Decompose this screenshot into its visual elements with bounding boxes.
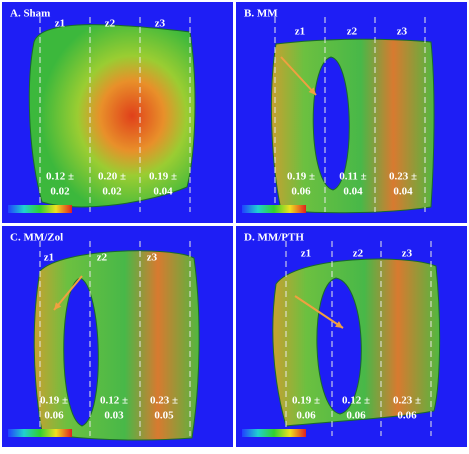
arrow-head [308, 87, 316, 95]
arrow [280, 56, 317, 96]
mean-value: 0.20 ± [98, 171, 126, 183]
color-bar [8, 205, 72, 213]
mean-value: 0.23 ± [393, 395, 421, 407]
sd-value: 0.02 [50, 186, 70, 198]
panel: D. MM/PTH z1 z2 z3 0.19 ± 0.06 0.12 ± 0.06 0.23 … [236, 226, 467, 447]
mean-value: 0.23 ± [150, 395, 178, 407]
sd-value: 0.06 [291, 186, 311, 198]
zone-label: z3 [147, 252, 158, 264]
sd-value: 0.02 [102, 186, 122, 198]
panel-title: C. MM/Zol [10, 232, 63, 244]
arrow-head [54, 302, 62, 310]
arrow [294, 295, 344, 329]
panel: A. Sham z1 z2 z3 0.12 ± 0.02 0.20 ± 0.02 0.19 ± 0… [2, 2, 233, 223]
mean-value: 0.23 ± [389, 171, 417, 183]
mean-value: 0.19 ± [292, 395, 320, 407]
arrow [53, 275, 83, 311]
zone-label: z1 [301, 248, 311, 260]
bone-rendering [33, 250, 200, 441]
mean-value: 0.11 ± [339, 171, 366, 183]
color-bar [8, 429, 72, 437]
zone-label: z3 [402, 248, 413, 260]
sd-value: 0.06 [346, 410, 366, 422]
mean-value: 0.19 ± [40, 395, 68, 407]
sd-value: 0.04 [393, 186, 413, 198]
zone-label: z3 [397, 26, 408, 38]
zone-label: z2 [347, 26, 358, 38]
bone-rendering [28, 24, 196, 208]
bone-rendering [270, 38, 435, 214]
zone-label: z2 [353, 248, 364, 260]
panel: B. MM z1 z2 z3 0.19 ± 0.06 0.11 ± 0.04 0.23 ± 0.0… [236, 2, 467, 223]
zone-label: z2 [97, 252, 108, 264]
panel-title: B. MM [244, 8, 278, 20]
mean-value: 0.12 ± [100, 395, 128, 407]
sd-value: 0.05 [154, 410, 174, 422]
color-bar [242, 429, 306, 437]
mean-value: 0.19 ± [287, 171, 315, 183]
panel-title: A. Sham [10, 8, 50, 20]
mean-value: 0.12 ± [342, 395, 370, 407]
zone-label: z2 [105, 18, 116, 30]
arrow-head [335, 321, 343, 328]
color-bar [242, 205, 306, 213]
mean-value: 0.19 ± [149, 171, 177, 183]
sd-value: 0.04 [343, 186, 363, 198]
zone-label: z3 [155, 18, 166, 30]
zone-label: z1 [55, 18, 65, 30]
panel-title: D. MM/PTH [244, 232, 304, 244]
zone-label: z1 [295, 26, 305, 38]
sd-value: 0.03 [104, 410, 124, 422]
sd-value: 0.06 [397, 410, 417, 422]
sd-value: 0.04 [153, 186, 173, 198]
zone-label: z1 [44, 252, 54, 264]
mean-value: 0.12 ± [46, 171, 74, 183]
panel: C. MM/Zol z1 z2 z3 0.19 ± 0.06 0.12 ± 0.03 0.23 … [2, 226, 233, 447]
sd-value: 0.06 [44, 410, 64, 422]
sd-value: 0.06 [296, 410, 316, 422]
